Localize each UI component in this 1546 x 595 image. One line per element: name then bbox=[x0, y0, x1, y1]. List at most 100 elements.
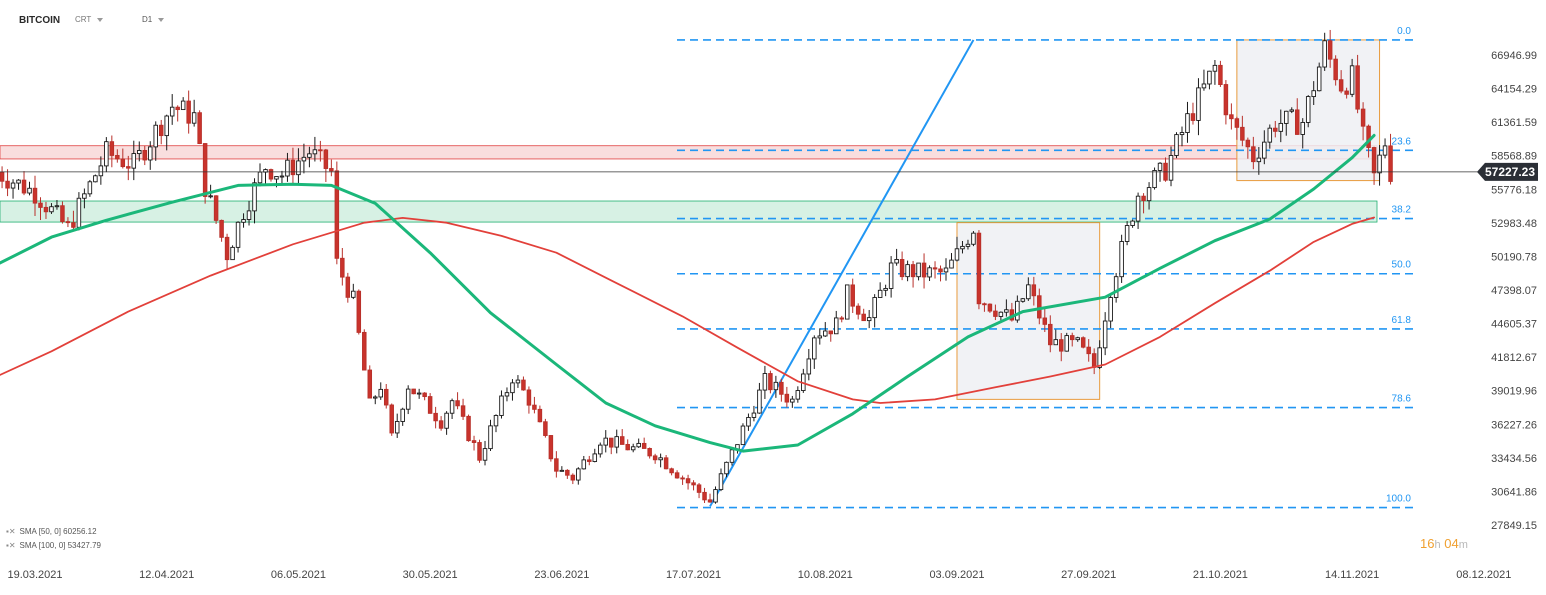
candle-body bbox=[910, 264, 916, 278]
candle-body bbox=[197, 112, 202, 144]
candle-body bbox=[779, 381, 784, 395]
candle-body bbox=[38, 202, 43, 208]
candle-body bbox=[1174, 134, 1179, 156]
candle-body bbox=[1388, 145, 1393, 182]
candle-body bbox=[1201, 83, 1207, 89]
candle-body bbox=[608, 437, 614, 448]
candle-body bbox=[1355, 65, 1360, 110]
legend-sma50-name: SMA bbox=[19, 527, 37, 536]
candle-body bbox=[27, 187, 32, 194]
candle-body bbox=[630, 446, 636, 451]
x-axis-tick-label: 19.03.2021 bbox=[7, 569, 62, 581]
candle-body bbox=[307, 153, 312, 158]
candle-body bbox=[696, 484, 702, 493]
candle-body bbox=[482, 448, 488, 461]
candle-body bbox=[1157, 162, 1163, 171]
candle-body bbox=[1300, 122, 1305, 135]
candle-body bbox=[460, 405, 466, 417]
mode-selector[interactable]: CRT bbox=[75, 15, 104, 24]
candle-body bbox=[1229, 114, 1234, 120]
candle-body bbox=[729, 449, 735, 463]
candle-body bbox=[1108, 297, 1113, 322]
candle-body bbox=[186, 100, 191, 124]
candle-body bbox=[131, 153, 137, 169]
candle-body bbox=[1218, 64, 1223, 85]
legend-sma50[interactable]: ▪✕ SMA [50, 0] 60256.12 bbox=[6, 527, 97, 536]
candle-body bbox=[592, 453, 598, 462]
chevron-down-icon bbox=[97, 17, 104, 22]
candle-body bbox=[82, 193, 87, 199]
candle-body bbox=[855, 305, 861, 315]
candle-body bbox=[965, 243, 971, 247]
candle-body bbox=[477, 442, 482, 461]
candle-body bbox=[1075, 337, 1080, 341]
current-price-tag bbox=[1477, 162, 1538, 181]
candle-body bbox=[691, 482, 696, 486]
candle-body bbox=[971, 232, 976, 245]
candle-body bbox=[877, 289, 883, 298]
candle-body bbox=[137, 150, 142, 155]
candle-body bbox=[383, 388, 389, 406]
candle-body bbox=[362, 331, 367, 371]
current-price-label: 57227.23 bbox=[1485, 165, 1535, 179]
candle-body bbox=[921, 262, 927, 278]
candle-body bbox=[147, 146, 153, 161]
candle-body bbox=[334, 170, 340, 259]
candle-body bbox=[839, 317, 844, 320]
candle-body bbox=[1091, 353, 1097, 368]
candle-body bbox=[411, 388, 416, 395]
legend-sma100[interactable]: ▪✕ SMA [100, 0] 53427.79 bbox=[6, 541, 101, 550]
eye-close-icon[interactable]: ▪✕ bbox=[6, 527, 16, 536]
fib-level-label: 61.8 bbox=[1392, 315, 1412, 326]
candle-body bbox=[71, 222, 76, 228]
candle-body bbox=[252, 182, 257, 212]
legend-sma50-value: 60256.12 bbox=[63, 527, 97, 536]
candle-body bbox=[1256, 157, 1262, 163]
candle-body bbox=[416, 392, 422, 395]
candle-body bbox=[993, 310, 998, 317]
candle-body bbox=[652, 455, 658, 461]
sma50-line bbox=[0, 133, 1376, 453]
candle-body bbox=[526, 389, 532, 406]
candle-body bbox=[894, 259, 899, 264]
candle-body bbox=[499, 395, 504, 416]
candle-body bbox=[1371, 147, 1377, 174]
y-axis-tick-label: 36227.26 bbox=[1491, 419, 1537, 431]
instrument-symbol[interactable]: BITCOIN bbox=[19, 15, 61, 26]
y-axis-tick-label: 50190.78 bbox=[1491, 251, 1537, 263]
candle-body bbox=[471, 440, 477, 443]
fib-level-label: 23.6 bbox=[1392, 136, 1412, 147]
candle-body bbox=[1119, 241, 1124, 278]
candle-body bbox=[1284, 110, 1289, 124]
timeframe-selector[interactable]: D1 bbox=[142, 15, 165, 24]
candle-body bbox=[1031, 284, 1037, 297]
candle-body bbox=[543, 421, 548, 436]
x-axis-tick-label: 12.04.2021 bbox=[139, 569, 194, 581]
candle-body bbox=[1212, 64, 1218, 72]
candle-body bbox=[1179, 132, 1185, 136]
candle-body bbox=[685, 478, 691, 484]
candle-body bbox=[1305, 96, 1311, 123]
candle-body bbox=[1097, 347, 1102, 368]
candle-body bbox=[866, 317, 872, 322]
candle-body bbox=[449, 400, 455, 414]
candle-body bbox=[43, 206, 49, 213]
candle-body bbox=[312, 149, 318, 155]
eye-close-icon[interactable]: ▪✕ bbox=[6, 541, 16, 550]
candle-body bbox=[850, 284, 855, 307]
candle-body bbox=[718, 473, 724, 491]
candle-body bbox=[548, 435, 554, 460]
candle-body bbox=[554, 458, 559, 472]
candle-body bbox=[674, 472, 680, 479]
x-axis-tick-label: 03.09.2021 bbox=[929, 569, 984, 581]
candle-body bbox=[318, 149, 323, 152]
candle-body bbox=[1344, 90, 1349, 95]
candle-body bbox=[301, 156, 307, 162]
candle-body bbox=[960, 245, 965, 250]
candle-body bbox=[1333, 58, 1338, 81]
candle-body bbox=[872, 297, 877, 319]
candle-body bbox=[49, 206, 54, 213]
candle-body bbox=[861, 313, 866, 322]
y-axis-tick-label: 55776.18 bbox=[1491, 184, 1537, 196]
candle-body bbox=[916, 262, 921, 278]
